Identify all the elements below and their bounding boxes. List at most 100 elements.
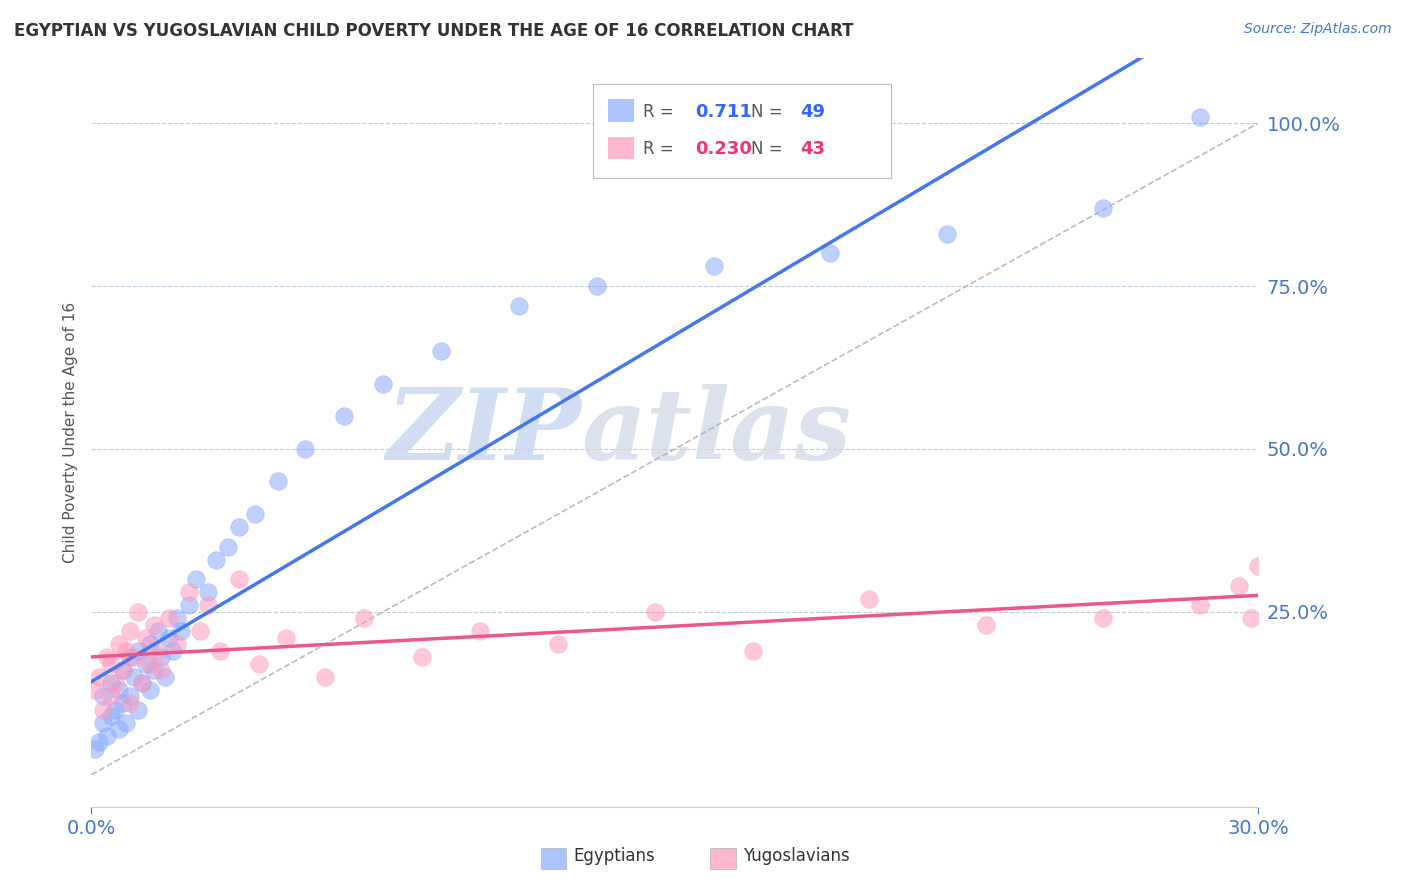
Point bbox=[197, 585, 219, 599]
Point bbox=[138, 683, 162, 698]
Point bbox=[1189, 110, 1212, 124]
Point bbox=[177, 585, 200, 599]
Point bbox=[333, 409, 356, 424]
Point bbox=[120, 696, 142, 710]
Point bbox=[166, 611, 188, 625]
Point bbox=[127, 644, 149, 658]
Point bbox=[115, 644, 138, 658]
Bar bbox=[541, 848, 567, 870]
Point bbox=[858, 591, 880, 606]
Point bbox=[247, 657, 270, 671]
Point bbox=[120, 650, 142, 665]
Point bbox=[170, 624, 193, 639]
Point bbox=[135, 657, 157, 671]
Point bbox=[177, 599, 200, 613]
Point bbox=[111, 664, 134, 678]
Point bbox=[741, 644, 763, 658]
Point bbox=[100, 676, 122, 690]
Text: Source: ZipAtlas.com: Source: ZipAtlas.com bbox=[1244, 22, 1392, 37]
Point bbox=[508, 299, 530, 313]
Point bbox=[127, 605, 149, 619]
Point bbox=[371, 376, 394, 391]
Point bbox=[84, 683, 107, 698]
Point bbox=[547, 637, 569, 651]
Point bbox=[100, 709, 122, 723]
Point bbox=[104, 676, 127, 690]
Point bbox=[228, 572, 250, 586]
Point bbox=[100, 657, 122, 671]
Point bbox=[186, 572, 208, 586]
Point bbox=[96, 729, 118, 743]
Point bbox=[217, 540, 239, 554]
Bar bbox=[609, 99, 634, 121]
Point bbox=[188, 624, 211, 639]
Point bbox=[146, 644, 169, 658]
Point bbox=[104, 702, 127, 716]
Text: Egyptians: Egyptians bbox=[574, 847, 655, 865]
Point bbox=[131, 676, 153, 690]
Bar bbox=[710, 848, 735, 870]
Point bbox=[142, 617, 165, 632]
Point bbox=[1189, 599, 1212, 613]
Point bbox=[205, 552, 228, 566]
Point bbox=[703, 260, 725, 274]
Point bbox=[115, 715, 138, 730]
Text: 0.711: 0.711 bbox=[695, 103, 752, 121]
Point bbox=[411, 650, 433, 665]
Point bbox=[91, 690, 114, 704]
Point bbox=[89, 735, 111, 749]
Point bbox=[91, 715, 114, 730]
Point bbox=[107, 683, 129, 698]
Point bbox=[1227, 579, 1250, 593]
Text: R =: R = bbox=[644, 103, 679, 121]
Point bbox=[142, 664, 165, 678]
Point bbox=[274, 631, 297, 645]
Point bbox=[162, 644, 184, 658]
Text: Yugoslavians: Yugoslavians bbox=[742, 847, 849, 865]
Text: ZIP: ZIP bbox=[387, 384, 582, 481]
Point bbox=[166, 637, 188, 651]
Point bbox=[820, 246, 842, 260]
Y-axis label: Child Poverty Under the Age of 16: Child Poverty Under the Age of 16 bbox=[62, 302, 77, 563]
FancyBboxPatch shape bbox=[593, 84, 891, 178]
Point bbox=[127, 702, 149, 716]
Text: EGYPTIAN VS YUGOSLAVIAN CHILD POVERTY UNDER THE AGE OF 16 CORRELATION CHART: EGYPTIAN VS YUGOSLAVIAN CHILD POVERTY UN… bbox=[14, 22, 853, 40]
Point bbox=[111, 664, 134, 678]
Point bbox=[122, 650, 145, 665]
Text: N =: N = bbox=[751, 103, 787, 121]
Point bbox=[150, 650, 173, 665]
Point bbox=[430, 344, 453, 359]
Point bbox=[974, 617, 997, 632]
Point bbox=[107, 722, 129, 736]
Point bbox=[138, 657, 162, 671]
Point bbox=[120, 624, 142, 639]
Point bbox=[131, 676, 153, 690]
Point bbox=[1091, 611, 1114, 625]
Point bbox=[135, 631, 157, 645]
Point bbox=[96, 650, 118, 665]
Text: 0.230: 0.230 bbox=[695, 140, 752, 159]
Point bbox=[470, 624, 492, 639]
Point bbox=[107, 637, 129, 651]
Point bbox=[208, 644, 231, 658]
Point bbox=[353, 611, 375, 625]
Point bbox=[1247, 559, 1270, 574]
Text: R =: R = bbox=[644, 140, 679, 159]
Point bbox=[91, 702, 114, 716]
Text: 43: 43 bbox=[800, 140, 825, 159]
Point bbox=[146, 624, 169, 639]
Point bbox=[157, 631, 180, 645]
Point bbox=[89, 670, 111, 684]
Point bbox=[157, 611, 180, 625]
Point bbox=[197, 599, 219, 613]
Point bbox=[314, 670, 336, 684]
Text: atlas: atlas bbox=[582, 384, 852, 481]
Point bbox=[155, 670, 177, 684]
Point bbox=[100, 690, 122, 704]
Point bbox=[228, 520, 250, 534]
Point bbox=[138, 637, 162, 651]
Point bbox=[120, 690, 142, 704]
Point bbox=[150, 664, 173, 678]
Point bbox=[267, 475, 290, 489]
Point bbox=[243, 507, 266, 521]
